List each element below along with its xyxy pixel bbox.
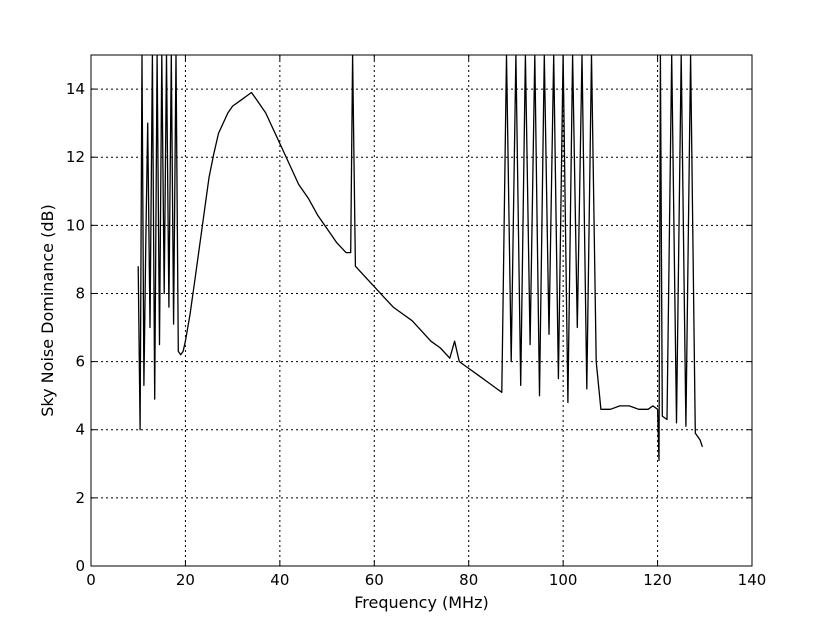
grid	[91, 55, 752, 566]
x-axis-label: Frequency (MHz)	[354, 593, 488, 612]
plot-frame	[90, 54, 753, 567]
x-tick-label: 100	[549, 571, 578, 589]
y-tick-label: 8	[75, 284, 85, 302]
x-tick-label: 80	[459, 571, 478, 589]
y-tick-label: 2	[75, 489, 85, 507]
x-tick-label: 0	[86, 571, 96, 589]
series-layer	[137, 55, 704, 462]
y-tick-label: 0	[75, 557, 85, 575]
x-tick-label: 60	[365, 571, 384, 589]
y-axis-label: Sky Noise Dominance (dB)	[38, 204, 57, 416]
y-tick-label: 12	[66, 148, 85, 166]
y-tick-label: 4	[75, 421, 85, 439]
y-tick-label: 10	[66, 216, 85, 234]
x-tick-label: 20	[176, 571, 195, 589]
sky-noise-series-line	[137, 55, 704, 462]
x-tick-label: 120	[643, 571, 672, 589]
y-tick-label: 6	[75, 353, 85, 371]
y-tick-label: 14	[66, 80, 85, 98]
x-tick-label: 40	[270, 571, 289, 589]
x-tick-label: 140	[738, 571, 767, 589]
axis-ticks: 0 20 40 60 80 100 120 140 0 2 4 6 8 10 12 14	[66, 55, 766, 589]
